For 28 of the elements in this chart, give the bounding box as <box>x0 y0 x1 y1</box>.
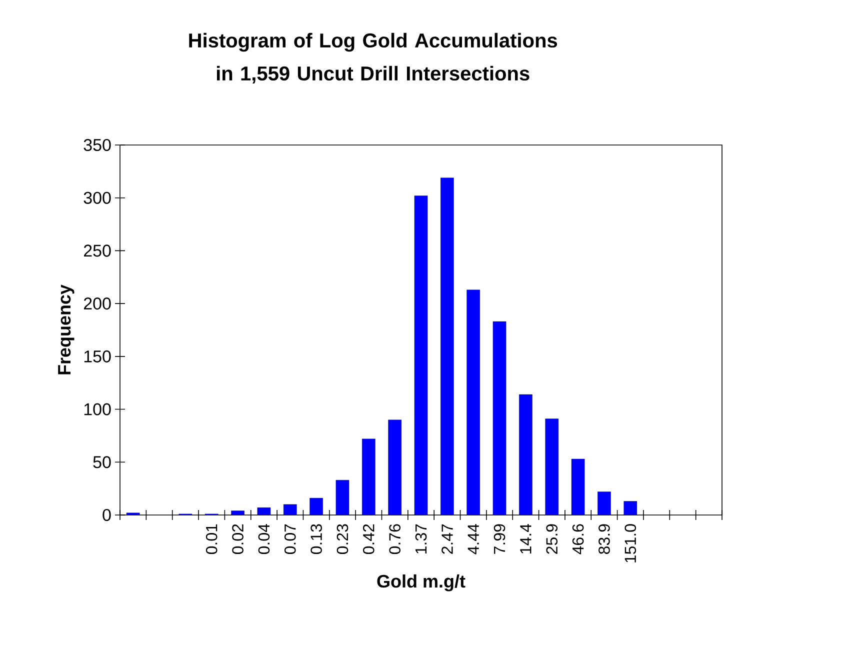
y-tick-label: 50 <box>93 456 111 468</box>
x-tick-label: 7.99 <box>494 524 506 554</box>
x-tick-label: 2.47 <box>442 524 453 554</box>
x-tick-label: 0.42 <box>362 524 374 554</box>
x-axis-title: Gold m.g/t <box>377 574 466 592</box>
x-tick-label: 0.76 <box>389 524 400 554</box>
x-tick-label: 4.44 <box>468 524 479 554</box>
x-tick-label: 14.4 <box>520 524 532 554</box>
y-tick-label: 350 <box>84 138 111 152</box>
x-tick-label: 0.23 <box>336 524 348 554</box>
x-tick-label: 83.9 <box>598 524 610 554</box>
y-tick-label: 250 <box>84 244 111 257</box>
y-axis-title: Frequency <box>58 284 74 374</box>
x-tick-label: 0.07 <box>284 524 296 554</box>
x-tick-label: 151.0 <box>624 524 636 562</box>
y-tick-label: 200 <box>84 298 111 310</box>
y-tick-label: 100 <box>84 403 111 416</box>
x-tick-label: 0.02 <box>232 524 244 554</box>
x-tick-label: 0.01 <box>206 524 218 554</box>
x-tick-label: 46.6 <box>572 524 584 554</box>
y-tick-label: 150 <box>84 350 111 362</box>
x-tick-label: 0.13 <box>310 524 322 554</box>
y-tick-label: 0 <box>102 508 111 522</box>
x-tick-label: 0.04 <box>258 524 270 554</box>
x-tick-label: 25.9 <box>546 524 558 554</box>
y-tick-label: 300 <box>84 192 111 204</box>
chart-title: Histogram of Log Gold Accumulations in 1,559 Uncut Drill Intersections <box>189 32 558 84</box>
x-tick-label: 1.37 <box>415 524 427 554</box>
